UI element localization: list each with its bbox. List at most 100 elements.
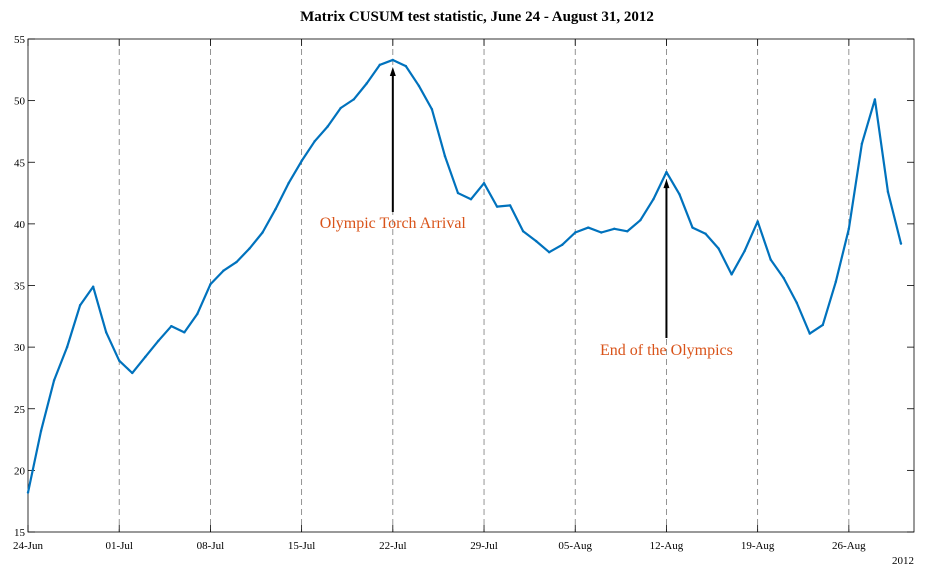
x-tick-label: 19-Aug (741, 540, 775, 552)
data-point (730, 273, 733, 276)
data-point (91, 285, 95, 288)
x-tick-label: 08-Jul (197, 540, 225, 552)
data-point (482, 182, 486, 185)
data-point (222, 269, 225, 272)
data-point (899, 242, 903, 245)
x-tick-label: 12-Aug (650, 540, 684, 552)
data-point (404, 64, 408, 68)
y-tick-label: 20 (14, 465, 26, 477)
y-tick-label: 55 (14, 34, 26, 46)
data-point (782, 276, 785, 280)
data-point (639, 218, 642, 222)
data-point (587, 226, 590, 229)
plot-frame (27, 38, 915, 533)
x-tick-label: 26-Aug (832, 540, 866, 552)
data-point (769, 258, 772, 261)
data-point (26, 491, 30, 494)
annotation-label: Olympic Torch Arrival (320, 215, 467, 232)
data-point (847, 227, 851, 231)
data-point (78, 304, 82, 307)
data-point (183, 331, 186, 334)
annotation-arrow-head (389, 66, 396, 76)
data-point (378, 63, 381, 67)
data-point (834, 280, 838, 283)
y-tick-label: 35 (14, 281, 26, 293)
data-point (743, 249, 746, 253)
x-tick-label: 01-Jul (105, 540, 133, 552)
data-point (821, 323, 824, 327)
data-point (417, 84, 421, 88)
data-point (261, 231, 264, 234)
data-point (600, 231, 603, 234)
data-point (104, 331, 108, 334)
annotations: Olympic Torch Arrival End of the Olympics (320, 66, 733, 359)
annotation-label: End of the Olympics (600, 342, 733, 359)
y-axis-tick-labels: 15 20 25 30 35 40 45 50 55 (14, 34, 26, 539)
data-point (795, 301, 798, 304)
x-tick-label: 22-Jul (379, 540, 407, 552)
data-point (678, 193, 681, 196)
y-tick-label: 50 (14, 96, 26, 108)
y-tick-label: 40 (14, 219, 26, 231)
data-point (547, 251, 551, 254)
y-tick-label: 45 (14, 157, 26, 169)
x-tick-label: 15-Jul (288, 540, 316, 552)
data-point (508, 204, 512, 207)
data-point (430, 108, 434, 111)
data-point (118, 359, 121, 362)
data-point (704, 232, 707, 235)
axis-ticks (27, 38, 914, 533)
data-point (808, 332, 811, 335)
y-tick-label: 15 (14, 527, 26, 539)
data-point (495, 205, 499, 208)
data-point (39, 429, 43, 433)
data-point (443, 154, 447, 158)
data-point (287, 182, 290, 185)
data-point (209, 283, 212, 286)
data-point (300, 159, 303, 163)
data-point (339, 106, 342, 110)
data-point (131, 371, 134, 375)
series-layer (26, 58, 903, 494)
x-axis-tick-labels: 24-Jun 01-Jul 08-Jul 15-Jul 22-Jul 29-Jul 05-A… (13, 540, 866, 552)
x-tick-label: 24-Jun (13, 540, 43, 552)
data-point (235, 260, 238, 264)
data-point (65, 345, 69, 349)
data-point (196, 312, 199, 316)
data-point (873, 98, 877, 101)
data-point (313, 140, 316, 143)
data-point (574, 231, 577, 234)
data-point (860, 142, 864, 145)
grid-lines (118, 39, 850, 532)
annotation-arrow-head (663, 179, 670, 189)
series-line (26, 58, 903, 494)
data-point (456, 191, 460, 195)
data-point (534, 239, 538, 243)
x-tick-label: 05-Aug (558, 540, 592, 552)
data-point (391, 58, 395, 62)
data-point (626, 230, 629, 233)
data-point (652, 198, 655, 201)
data-point (365, 82, 368, 85)
data-point (274, 207, 277, 211)
data-point (717, 247, 720, 250)
x-tick-label: 29-Jul (470, 540, 498, 552)
y-tick-label: 30 (14, 342, 26, 354)
x-axis-year-label: 2012 (892, 555, 914, 567)
data-point (521, 230, 525, 233)
data-point (561, 243, 564, 247)
data-point (144, 355, 147, 359)
data-point (886, 190, 890, 194)
data-point (469, 198, 473, 201)
data-point (352, 98, 355, 101)
chart-title: Matrix CUSUM test statistic, June 24 - A… (300, 9, 654, 25)
data-point (52, 379, 56, 382)
data-point (691, 226, 694, 229)
data-point (613, 227, 616, 231)
data-point (157, 339, 160, 343)
data-point (326, 125, 329, 128)
data-point (170, 324, 173, 328)
data-point (756, 220, 759, 223)
y-tick-label: 25 (14, 404, 26, 416)
